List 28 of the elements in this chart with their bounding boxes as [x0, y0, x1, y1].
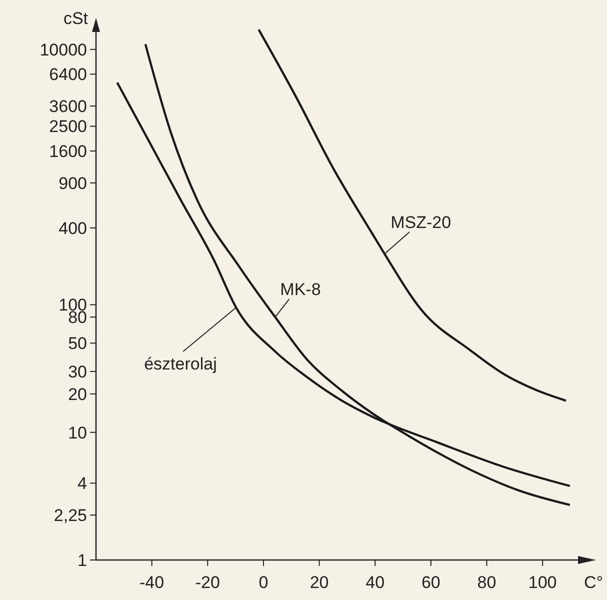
y-tick-label: 2500 [49, 117, 87, 136]
annotation: észterolaj [144, 354, 217, 374]
x-tick-label: 100 [528, 573, 557, 592]
line-series [258, 28, 568, 402]
y-tick-label: 10 [68, 423, 87, 442]
x-tick-label: 60 [421, 573, 440, 592]
y-tick-label: 900 [58, 174, 87, 193]
y-tick-label: 400 [58, 218, 87, 238]
x-axis-title: C° [584, 573, 604, 592]
annotation: MSZ-20 [390, 212, 452, 232]
y-tick-label: 3600 [49, 97, 87, 116]
y-axis-title: cSt [63, 9, 88, 28]
y-tick-label: 20 [68, 384, 87, 404]
x-tick-label: -20 [195, 573, 220, 592]
x-tick-label: 80 [477, 573, 496, 592]
x-tick-label: 20 [310, 573, 329, 592]
y-tick-label: 4 [78, 474, 87, 494]
y-tick-label: 10000 [40, 40, 87, 60]
y-tick-label: 50 [68, 334, 87, 354]
annotation: MK-8 [280, 280, 321, 300]
y-tick-label: 1 [78, 550, 87, 570]
x-tick-label: 0 [258, 573, 268, 592]
x-tick-label: 40 [366, 573, 385, 592]
y-tick-label: 2,25 [54, 506, 87, 525]
y-tick-label: 6400 [49, 65, 87, 84]
y-tick-label: 1600 [49, 142, 87, 161]
y-tick-label: 30 [68, 362, 87, 382]
x-tick-label: -40 [140, 573, 164, 592]
